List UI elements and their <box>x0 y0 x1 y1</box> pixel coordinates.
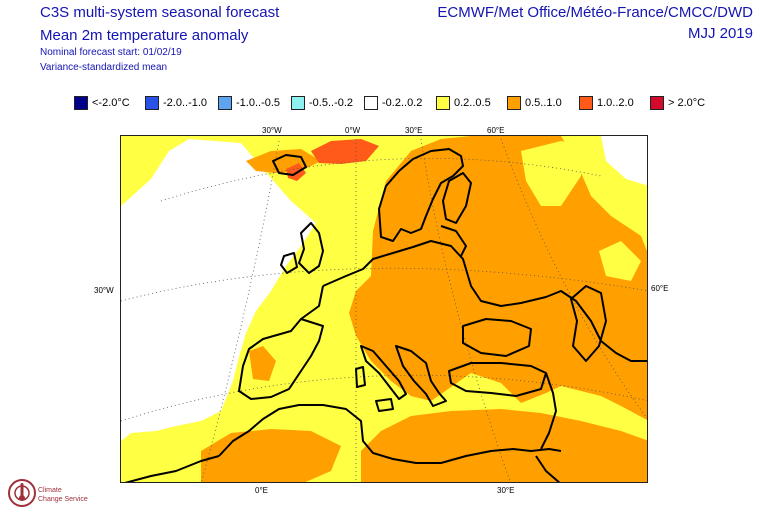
anomaly-zone-orange <box>349 136 647 420</box>
coastline-baltic-states <box>440 225 467 257</box>
logo-text: Climate Change Service <box>38 486 88 504</box>
legend-swatch <box>145 96 159 110</box>
anomaly-zone-orange <box>201 429 341 482</box>
coastline-africa-west <box>124 455 220 482</box>
coastline-levant <box>540 372 557 450</box>
forecast-period: MJJ 2019 <box>687 25 753 42</box>
coastlines <box>124 148 647 482</box>
graticule-label-top: 0°W <box>345 126 361 135</box>
legend-label: -0.5..-0.2 <box>309 97 354 109</box>
legend-swatch <box>364 96 378 110</box>
graticule-label-right: 60°E <box>651 284 669 293</box>
climate-service-logo-icon <box>8 479 36 507</box>
coastline-black-sea <box>462 318 532 357</box>
logo-line-2: Change Service <box>38 496 88 503</box>
anomaly-map <box>120 135 648 483</box>
logo-line-1: Climate <box>38 487 62 494</box>
title-line-2: Mean 2m temperature anomaly <box>40 27 249 44</box>
coastline-iceland <box>272 154 307 176</box>
legend-label: > 2.0°C <box>668 97 706 109</box>
anomaly-zone-yellow <box>291 251 351 353</box>
anomaly-zone-orange <box>246 149 321 173</box>
graticule-label-top: 30°E <box>405 126 423 135</box>
coastline-italy <box>360 345 407 400</box>
coastline-north-africa <box>218 404 562 464</box>
graticule-label-top: 60°E <box>487 126 505 135</box>
coastline-caspian <box>570 285 607 362</box>
title-line-1: C3S multi-system seasonal forecast <box>40 4 280 21</box>
anomaly-zone-white <box>601 136 647 186</box>
legend-swatch <box>218 96 232 110</box>
method-note: Variance-standardized mean <box>40 62 168 73</box>
anomaly-zone-red <box>311 139 379 164</box>
coastline-iberia <box>238 318 324 400</box>
legend-swatch <box>436 96 450 110</box>
legend-label: 1.0..2.0 <box>597 97 634 109</box>
legend-label: 0.2..0.5 <box>454 97 491 109</box>
centres-list: ECMWF/Met Office/Météo-France/CMCC/DWD <box>437 4 753 21</box>
graticule-label-bottom: 30°E <box>497 486 515 495</box>
legend-swatch <box>74 96 88 110</box>
legend-swatch <box>507 96 521 110</box>
coastline-continent <box>322 240 647 362</box>
coastline-scandinavia <box>378 148 464 242</box>
legend-swatch <box>291 96 305 110</box>
anomaly-zone-yellow <box>599 241 641 281</box>
legend-label: -0.2..0.2 <box>382 97 423 109</box>
coastline-sicily-sardinia <box>355 366 394 412</box>
coastline-turkey <box>448 362 547 397</box>
graticule-label-top: 30°W <box>262 126 282 135</box>
legend-swatch <box>650 96 664 110</box>
coastline-france <box>300 285 324 320</box>
coastline-finland <box>442 172 472 224</box>
graticule <box>121 138 647 482</box>
legend-label: 0.5..1.0 <box>525 97 562 109</box>
coastline-ireland <box>280 252 298 274</box>
coastline-uk <box>298 222 324 274</box>
map-canvas <box>121 136 647 482</box>
legend-label: -1.0..-0.5 <box>236 97 281 109</box>
legend-label: -2.0..-1.0 <box>163 97 208 109</box>
legend-label: <-2.0°C <box>92 97 130 109</box>
coastline-balkans <box>395 345 447 407</box>
coastline-red-sea <box>535 455 561 482</box>
anomaly-zone-white <box>121 139 316 441</box>
graticule-label-bottom: 0°E <box>255 486 268 495</box>
anomaly-zone-yellow <box>521 141 586 206</box>
graticule-label-left: 30°W <box>94 286 114 295</box>
anomaly-zone-orange <box>249 346 276 381</box>
forecast-start: Nominal forecast start: 01/02/19 <box>40 47 182 58</box>
legend-swatch <box>579 96 593 110</box>
